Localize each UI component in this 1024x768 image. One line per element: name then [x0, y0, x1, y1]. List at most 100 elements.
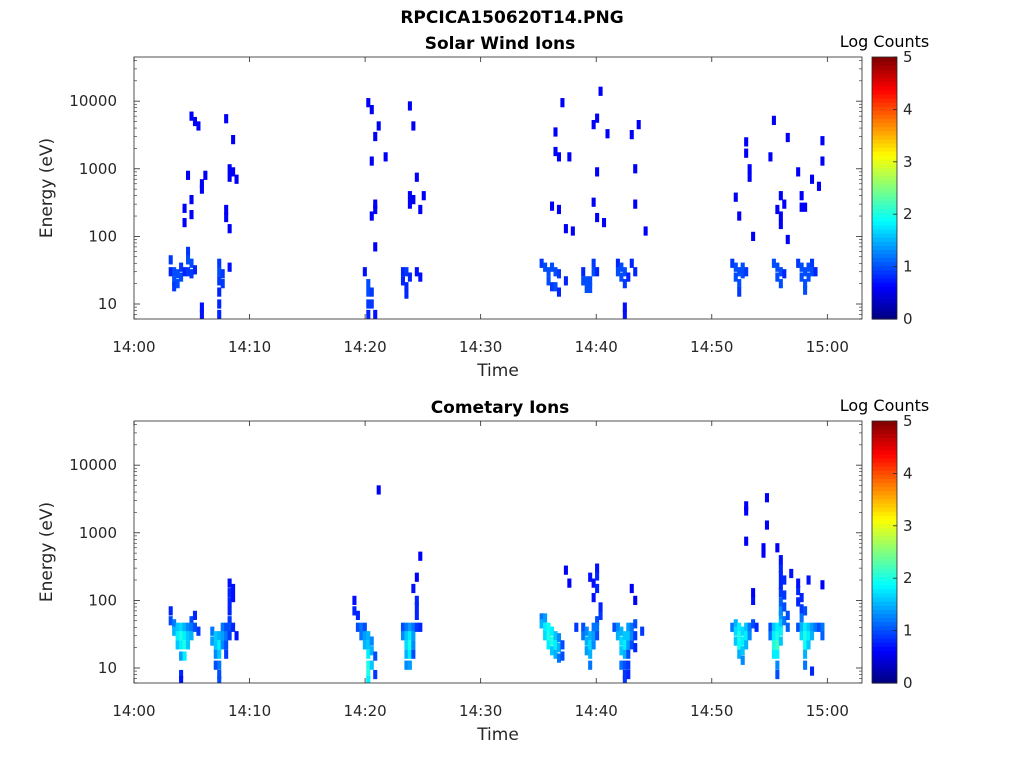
colorbar-segment [872, 282, 897, 287]
colorbar-segment [872, 429, 897, 434]
heatmap-cell [546, 276, 551, 286]
heatmap-cell [813, 267, 818, 277]
heatmap-cell [210, 636, 215, 646]
heatmap-cell [806, 262, 811, 272]
colorbar-segment [872, 298, 897, 304]
heatmap-cell [747, 631, 752, 641]
heatmap-cell [799, 262, 804, 272]
colorbar-segment [872, 278, 897, 283]
heatmap-cell [414, 622, 419, 632]
heatmap-cell [556, 633, 561, 643]
heatmap-cell [778, 219, 783, 230]
heatmap-cell [362, 622, 367, 632]
colorbar-segment [872, 466, 897, 471]
colorbar-segment [872, 629, 897, 635]
heatmap-cell [373, 669, 378, 680]
colorbar-segment [872, 592, 897, 598]
heatmap-cell [369, 299, 374, 309]
heatmap-cell [591, 258, 596, 268]
heatmap-cell [553, 640, 558, 650]
heatmap-cell [615, 258, 620, 268]
heatmap-cell [622, 640, 627, 650]
heatmap-cell [796, 585, 801, 596]
heatmap-cell [771, 649, 776, 659]
heatmap-cell [414, 267, 419, 277]
heatmap-cell [224, 649, 229, 659]
heatmap-cell [778, 563, 783, 573]
colorbar-segment [872, 445, 897, 451]
heatmap-cell [168, 255, 173, 265]
heatmap-cell [224, 622, 229, 632]
heatmap-cell [227, 616, 232, 626]
colorbar-segment [872, 646, 897, 651]
heatmap-cell [584, 276, 589, 286]
heatmap-cell [820, 156, 825, 166]
colorbar-segment [872, 584, 897, 590]
heatmap-cell [740, 655, 745, 665]
colorbar-segment [872, 519, 897, 524]
colorbar-tick-label: 0 [903, 310, 913, 328]
heatmap-cell [421, 191, 426, 201]
heatmap-cell [366, 649, 371, 659]
heatmap-cell [404, 660, 409, 670]
heatmap-cell [172, 267, 177, 277]
heatmap-cell [588, 631, 593, 641]
heatmap-cell [373, 199, 378, 209]
heatmap-cell [733, 272, 738, 282]
heatmap-cell [227, 172, 232, 182]
heatmap-cell [179, 640, 184, 650]
colorbar-segment [872, 142, 897, 148]
heatmap-cell [182, 622, 187, 632]
heatmap-cell [550, 626, 555, 636]
heatmap-cell [775, 660, 780, 670]
y-tick-label: 10 [98, 659, 117, 677]
x-tick-label: 14:40 [575, 338, 618, 356]
heatmap-cell [411, 194, 416, 205]
heatmap-cell [619, 636, 624, 646]
heatmap-cell [768, 622, 773, 632]
colorbar-segment [872, 183, 897, 189]
heatmap-cell [761, 543, 766, 553]
heatmap-cells [168, 86, 825, 319]
heatmap-cell [172, 276, 177, 286]
heatmap-cell [626, 640, 631, 650]
heatmap-cell [626, 272, 631, 282]
heatmap-cell [796, 622, 801, 632]
heatmap-cell [192, 265, 197, 275]
heatmap-cell [740, 262, 745, 272]
colorbar-segment [872, 204, 897, 210]
heatmap-cell [820, 136, 825, 146]
heatmap-cell [622, 302, 627, 312]
heatmap-cell [633, 267, 638, 277]
colorbar-segment [872, 633, 897, 639]
x-tick-label: 14:00 [112, 338, 155, 356]
heatmap-cell [553, 267, 558, 277]
colorbar-tick-label: 4 [903, 464, 913, 482]
colorbar-segment [872, 552, 897, 557]
heatmap-cell [591, 120, 596, 130]
heatmap-cell [411, 583, 416, 594]
heatmap-cell [189, 111, 194, 121]
x-tick-label: 14:30 [459, 338, 502, 356]
heatmap-cell [595, 267, 600, 277]
heatmap-cell [764, 520, 769, 530]
heatmap-cell [376, 121, 381, 131]
heatmap-cell [761, 548, 766, 558]
heatmap-cell [778, 626, 783, 636]
heatmap-cell [172, 619, 177, 629]
heatmap-cell [799, 202, 804, 212]
heatmap-cell [556, 653, 561, 663]
heatmap-cell [175, 631, 180, 641]
heatmap-cell [362, 631, 367, 641]
heatmap-cell [626, 649, 631, 659]
heatmap-cell [352, 595, 357, 605]
heatmap-cell [217, 669, 222, 680]
heatmap-cell [567, 152, 572, 162]
heatmap-cell [227, 164, 232, 174]
heatmap-cell [803, 202, 808, 212]
heatmap-cell [598, 602, 603, 612]
heatmap-cell [602, 217, 607, 228]
heatmap-cell [553, 146, 558, 157]
heatmap-cell [595, 563, 600, 573]
colorbar-segment [872, 470, 897, 475]
